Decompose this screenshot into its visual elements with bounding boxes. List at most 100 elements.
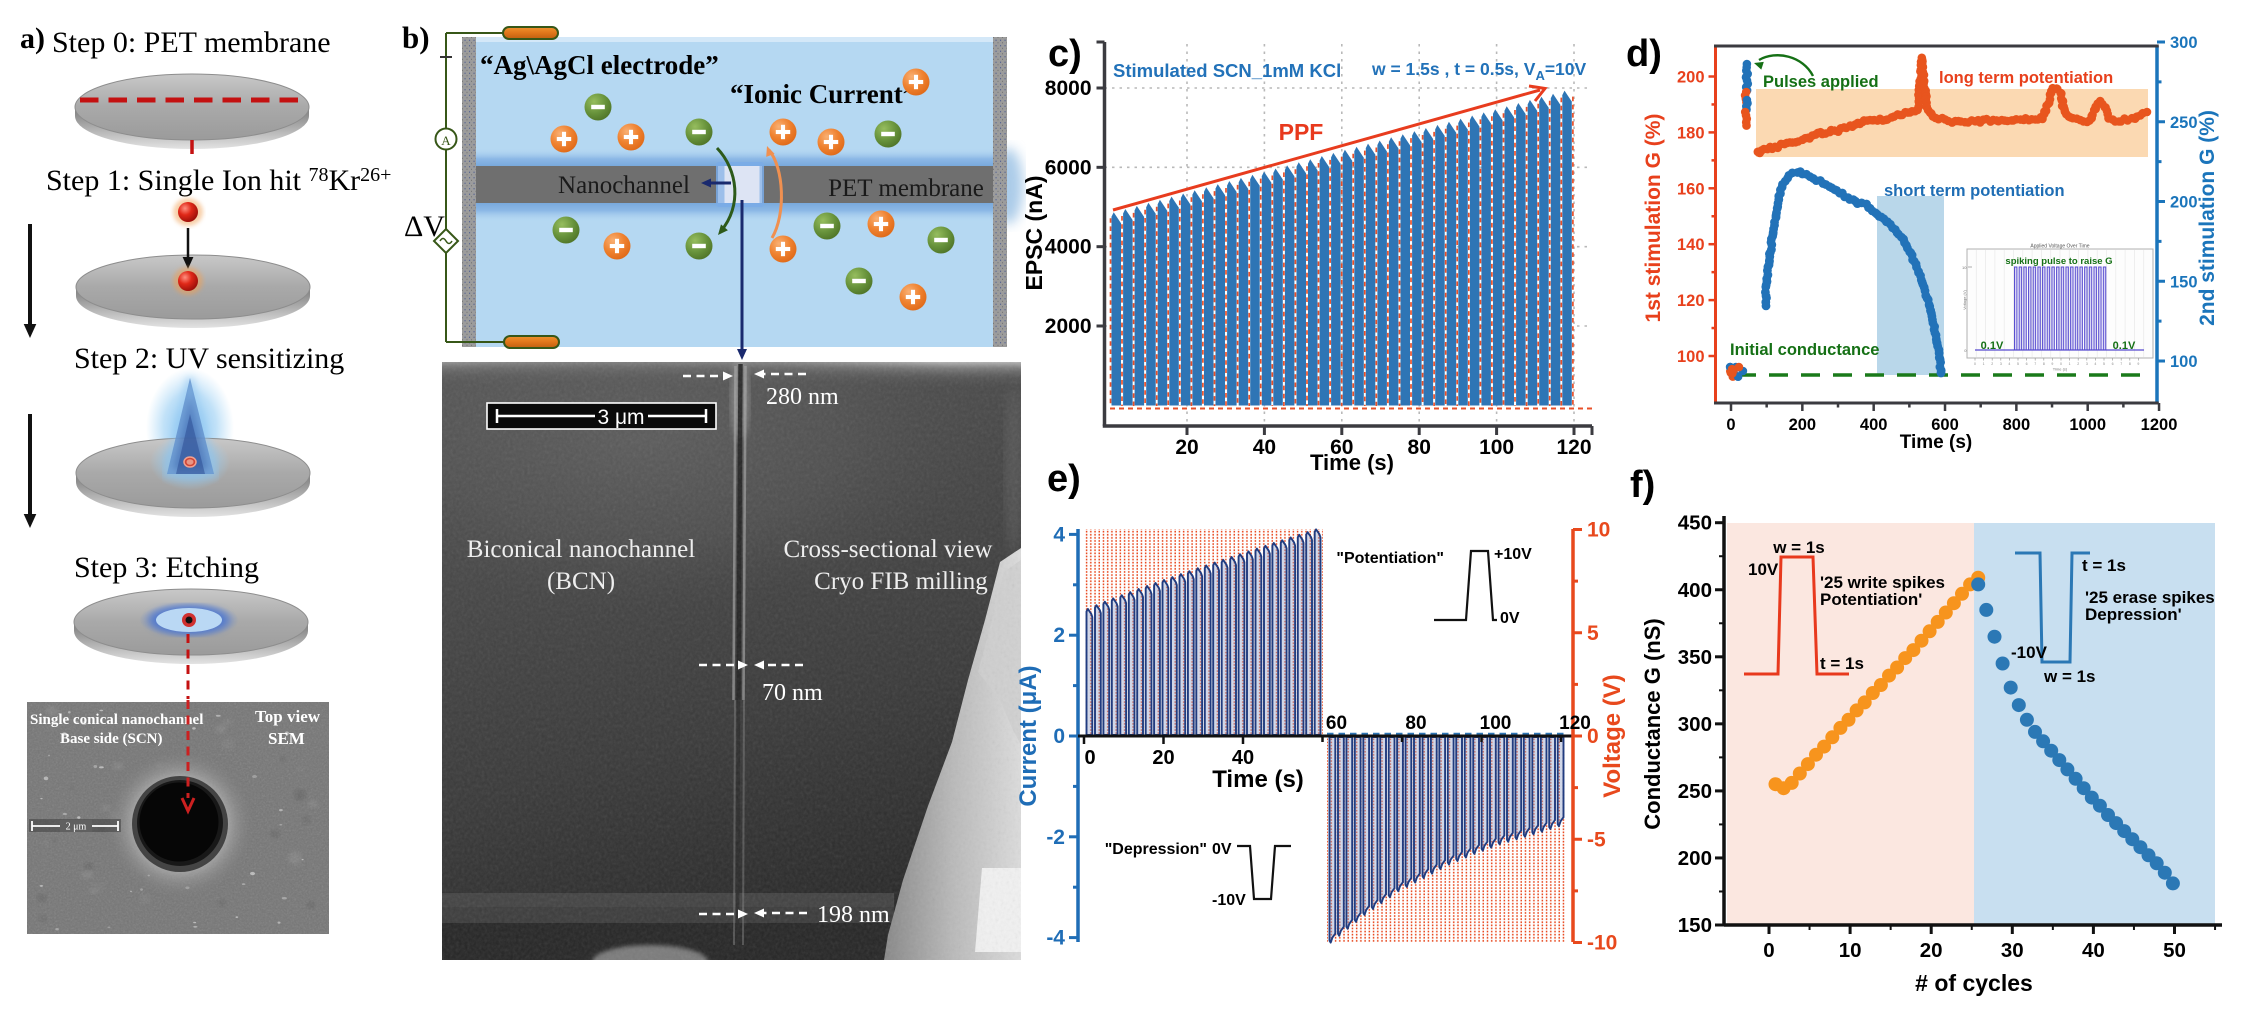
svg-text:60: 60: [1330, 436, 1353, 459]
svg-text:120: 120: [1556, 436, 1591, 459]
svg-text:long term potentiation: long term potentiation: [1939, 69, 2113, 87]
svg-text:120: 120: [1677, 292, 1705, 310]
svg-text:120: 120: [1559, 713, 1591, 734]
svg-text:a): a): [20, 22, 45, 55]
svg-text:1: 1: [1983, 362, 1985, 366]
svg-text:2: 2: [1053, 624, 1065, 647]
svg-text:10: 10: [1962, 265, 1967, 270]
svg-text:-2: -2: [1046, 826, 1065, 849]
svg-text:100: 100: [1479, 436, 1514, 459]
svg-text:e): e): [1047, 458, 1081, 500]
svg-text:Pulses applied: Pulses applied: [1763, 73, 1879, 91]
svg-text:30: 30: [2001, 939, 2024, 962]
svg-text:280 nm: 280 nm: [766, 384, 839, 410]
svg-text:t = 1s: t = 1s: [1820, 654, 1864, 673]
svg-text:150: 150: [1678, 914, 1712, 937]
svg-text:-5: -5: [1587, 828, 1606, 851]
svg-text:5: 5: [2103, 362, 2105, 366]
svg-text:ΔV: ΔV: [404, 210, 445, 243]
svg-text:800: 800: [2003, 416, 2031, 434]
svg-text:Step 1: Single Ion hit 78Kr26+: Step 1: Single Ion hit 78Kr26+: [46, 164, 391, 197]
svg-text:f): f): [1630, 464, 1655, 506]
svg-text:Cryo FIB milling: Cryo FIB milling: [814, 568, 988, 595]
svg-text:8: 8: [2043, 362, 2045, 366]
svg-text:w = 1.5s , t = 0.5s, VA=10V: w = 1.5s , t = 0.5s, VA=10V: [1371, 59, 1587, 83]
svg-text:Step 2: UV sensitizing: Step 2: UV sensitizing: [74, 342, 344, 375]
svg-text:'25 write spikes: '25 write spikes: [1820, 573, 1945, 592]
svg-text:3 μm: 3 μm: [597, 406, 644, 429]
svg-text:“Ag\AgCl electrode”: “Ag\AgCl electrode”: [480, 50, 719, 80]
svg-text:-4: -4: [1046, 927, 1065, 950]
svg-text:short term potentiation: short term potentiation: [1884, 182, 2065, 200]
svg-text:0: 0: [1964, 348, 1967, 353]
svg-text:160: 160: [1677, 180, 1705, 198]
svg-text:spiking pulse to raise G: spiking pulse to raise G: [2005, 256, 2112, 267]
svg-text:60: 60: [1326, 713, 1347, 734]
svg-text:2: 2: [2077, 362, 2079, 366]
svg-text:10V: 10V: [1748, 560, 1779, 579]
svg-text:7: 7: [2034, 362, 2036, 366]
svg-text:200: 200: [1678, 847, 1712, 870]
svg-text:400: 400: [1860, 416, 1888, 434]
svg-text:'25 erase spikes: '25 erase spikes: [2085, 588, 2215, 607]
svg-text:0: 0: [1726, 416, 1735, 434]
svg-text:0V: 0V: [1500, 610, 1520, 627]
svg-text:0: 0: [2060, 362, 2062, 366]
svg-text:0: 0: [1974, 362, 1976, 366]
svg-text:300: 300: [2170, 34, 2198, 52]
svg-text:Cross-sectional view: Cross-sectional view: [784, 536, 993, 563]
svg-text:2nd stimulation G (%): 2nd stimulation G (%): [2196, 110, 2219, 326]
svg-text:0: 0: [1084, 747, 1095, 769]
svg-text:t = 1s: t = 1s: [2082, 556, 2126, 575]
svg-text:EPSC (nA): EPSC (nA): [1021, 176, 1047, 291]
svg-text:180: 180: [1677, 124, 1705, 142]
svg-text:198 nm: 198 nm: [817, 902, 890, 928]
svg-text:b): b): [402, 20, 430, 55]
svg-text:0V: 0V: [1212, 841, 1232, 858]
svg-text:3: 3: [2086, 362, 2088, 366]
svg-text:Top view: Top view: [255, 707, 321, 726]
svg-text:1: 1: [2069, 362, 2071, 366]
svg-text:"Depression": "Depression": [1105, 841, 1207, 858]
svg-text:Voltage (V): Voltage (V): [1962, 289, 1967, 309]
svg-text:250: 250: [2170, 114, 2198, 132]
svg-text:20: 20: [1920, 939, 1943, 962]
svg-text:0: 0: [1763, 939, 1774, 962]
svg-text:20: 20: [1152, 747, 1174, 769]
svg-text:70 nm: 70 nm: [762, 680, 823, 706]
svg-text:2 μm: 2 μm: [66, 822, 87, 833]
svg-text:(BCN): (BCN): [547, 568, 615, 595]
svg-text:# of cycles: # of cycles: [1915, 970, 2033, 996]
svg-text:1st stimulation G (%): 1st stimulation G (%): [1642, 114, 1665, 323]
svg-text:4: 4: [2094, 362, 2096, 366]
svg-text:9: 9: [2051, 362, 2053, 366]
svg-text:Stimulated SCN_1mM KCl: Stimulated SCN_1mM KCl: [1113, 60, 1341, 81]
svg-text:“Ionic Current”: “Ionic Current”: [730, 79, 916, 109]
svg-text:20: 20: [1175, 436, 1198, 459]
svg-text:250: 250: [1678, 780, 1712, 803]
svg-text:450: 450: [1678, 512, 1712, 535]
svg-text:Depression': Depression': [2085, 605, 2182, 624]
svg-text:9: 9: [2137, 362, 2139, 366]
svg-text:400: 400: [1678, 579, 1712, 602]
svg-text:-10V: -10V: [1212, 892, 1246, 909]
svg-text:140: 140: [1677, 236, 1705, 254]
svg-text:80: 80: [1405, 713, 1426, 734]
svg-text:8: 8: [2129, 362, 2131, 366]
svg-text:40: 40: [1253, 436, 1276, 459]
svg-text:PPF: PPF: [1279, 119, 1324, 145]
svg-text:1000: 1000: [2069, 416, 2106, 434]
svg-text:8000: 8000: [1045, 77, 1092, 100]
svg-text:Time (s): Time (s): [1900, 432, 1973, 453]
svg-text:5: 5: [1587, 622, 1599, 645]
svg-text:SEM: SEM: [268, 729, 305, 748]
svg-text:200: 200: [1677, 69, 1705, 87]
svg-text:Step 0: PET membrane: Step 0: PET membrane: [52, 26, 331, 59]
svg-text:300: 300: [1678, 713, 1712, 736]
svg-text:10: 10: [1587, 519, 1610, 542]
svg-text:Applied Voltage Over Time: Applied Voltage Over Time: [2030, 244, 2089, 250]
svg-text:0.1V: 0.1V: [1981, 340, 2004, 352]
svg-text:Time (s): Time (s): [1310, 450, 1394, 475]
svg-text:Step 3: Etching: Step 3: Etching: [74, 551, 259, 584]
svg-text:Current (μA): Current (μA): [1015, 665, 1042, 806]
